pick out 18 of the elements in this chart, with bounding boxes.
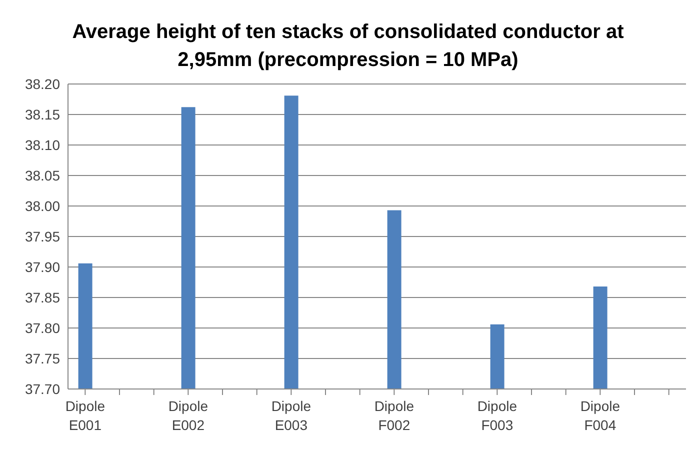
x-tick-label: Dipole F004 — [580, 398, 620, 433]
y-tick-label: 38.20 — [24, 76, 60, 92]
y-tick-label: 37.75 — [24, 350, 60, 366]
y-tick-label: 37.80 — [24, 320, 60, 336]
x-tick-label: Dipole E001 — [65, 398, 106, 433]
chart-title: Average height of ten stacks of consolidated conductor at 2,95mm (precompression = 10 MPa) — [71, 20, 625, 73]
y-tick-label: 37.85 — [24, 289, 60, 306]
y-tick-label: 37.95 — [24, 228, 60, 244]
y-tick-label: 38.15 — [24, 106, 60, 122]
y-tick-label: 37.70 — [24, 380, 60, 397]
x-tick-label: Dipole F003 — [477, 398, 518, 433]
x-tick-label: Dipole E003 — [271, 398, 312, 433]
y-tick-label: 38.05 — [24, 167, 60, 184]
x-tick-label: Dipole F002 — [374, 398, 414, 433]
y-tick-label: 37.90 — [24, 258, 60, 275]
y-tick-label: 38.00 — [24, 198, 60, 214]
y-tick-label: 38.10 — [24, 136, 60, 153]
x-tick-label: Dipole E002 — [168, 398, 208, 433]
